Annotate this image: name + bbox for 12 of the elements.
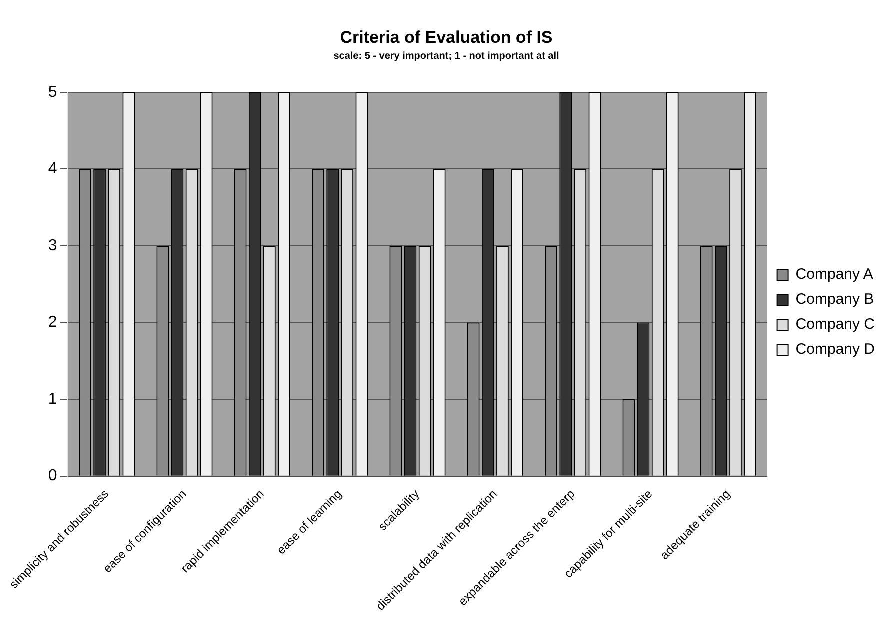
y-tick-label: 3 [48, 237, 58, 254]
y-tick-label: 0 [48, 468, 58, 485]
legend-label: Company C [796, 316, 876, 334]
y-tick-label: 4 [48, 160, 58, 178]
y-tick-label: 5 [48, 84, 58, 101]
legend-label: Company A [796, 266, 874, 284]
chart-subtitle: scale: 5 - very important; 1 - not important at all [334, 51, 560, 62]
chart-title: Criteria of Evaluation of IS [340, 28, 553, 47]
y-tick-label: 2 [48, 314, 58, 332]
legend-label: Company B [796, 291, 874, 308]
legend-label: Company D [796, 341, 876, 358]
y-tick-label: 1 [48, 390, 58, 408]
